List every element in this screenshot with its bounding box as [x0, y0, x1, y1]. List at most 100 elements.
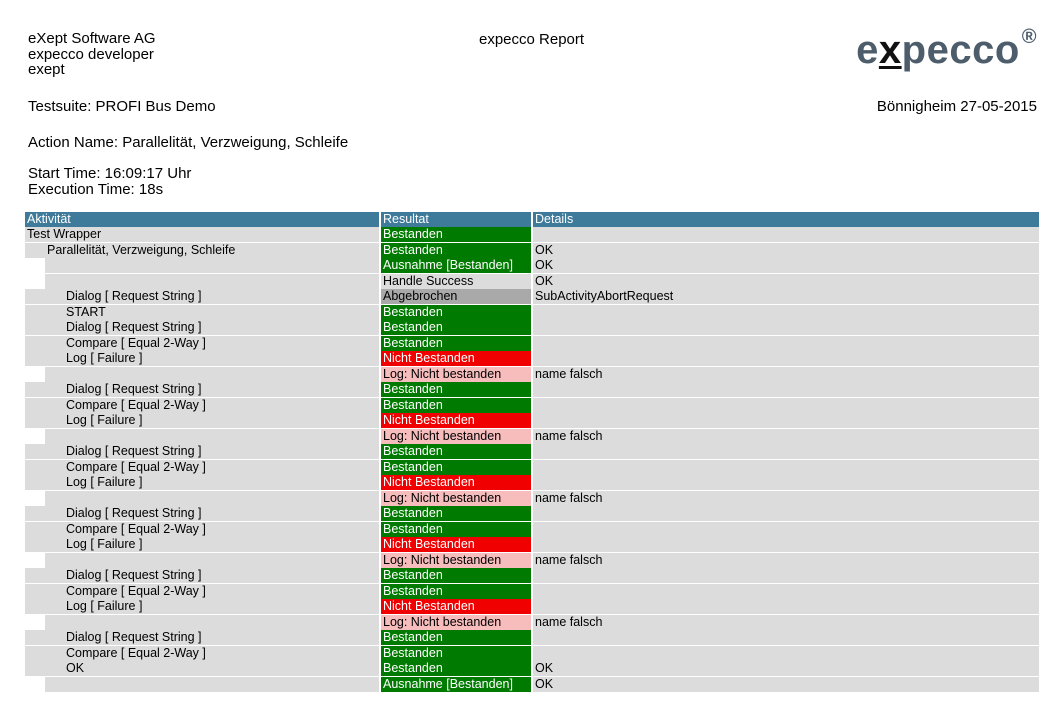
activity-cell	[45, 428, 379, 444]
result-cell: Bestanden	[381, 661, 531, 676]
table-row: Log [ Failure ] Nicht Bestanden	[25, 599, 1039, 615]
details-cell	[533, 568, 1039, 583]
details-cell	[533, 599, 1039, 614]
details-cell	[533, 335, 1039, 351]
details-cell	[533, 521, 1039, 537]
result-cell: Nicht Bestanden	[381, 475, 531, 490]
activity-cell: Log [ Failure ]	[25, 475, 379, 490]
logo-text-mark: x	[878, 28, 902, 72]
table-row: Dialog [ Request String ] Bestanden	[25, 568, 1039, 584]
result-cell: Nicht Bestanden	[381, 599, 531, 614]
activity-cell: Compare [ Equal 2-Way ]	[25, 583, 379, 599]
details-cell: OK	[533, 242, 1039, 258]
user-name: exept	[28, 61, 65, 78]
table-row: Parallelität, Verzweigung, Schleife Besta…	[25, 242, 1039, 259]
activity-cell: Log [ Failure ]	[25, 351, 379, 366]
result-cell: Bestanden	[381, 568, 531, 583]
activity-cell: Dialog [ Request String ]	[25, 506, 379, 521]
result-cell: Bestanden	[381, 630, 531, 645]
result-cell: Bestanden	[381, 335, 531, 351]
details-cell	[533, 583, 1039, 599]
result-cell: Bestanden	[381, 444, 531, 459]
details-cell: name falsch	[533, 490, 1039, 506]
table-row: Compare [ Equal 2-Way ] Bestanden	[25, 397, 1039, 414]
column-header-details: Details	[533, 212, 1039, 227]
result-cell: Bestanden	[381, 521, 531, 537]
activity-cell: Compare [ Equal 2-Way ]	[25, 521, 379, 537]
table-row: Log: Nicht bestanden name falsch	[25, 366, 1039, 383]
activity-cell: START	[25, 304, 379, 320]
activity-cell: Log [ Failure ]	[25, 599, 379, 614]
table-row: Ausnahme [Bestanden] OK	[25, 676, 1039, 693]
activity-cell	[45, 273, 379, 289]
details-cell: OK	[533, 661, 1039, 676]
details-cell: name falsch	[533, 552, 1039, 568]
results-table: Aktivität Resultat Details Test Wrapper B…	[25, 212, 1039, 692]
table-row: Ausnahme [Bestanden] OK	[25, 258, 1039, 274]
company-info: eXept Software AG expecco developer exep…	[28, 31, 156, 78]
activity-cell	[45, 490, 379, 506]
details-cell: OK	[533, 258, 1039, 273]
result-cell: Nicht Bestanden	[381, 413, 531, 428]
details-cell	[533, 227, 1039, 242]
table-row: Compare [ Equal 2-Way ] Bestanden	[25, 335, 1039, 352]
table-row: OK Bestanden OK	[25, 661, 1039, 677]
result-cell: Log: Nicht bestanden	[381, 490, 531, 506]
details-cell: name falsch	[533, 614, 1039, 630]
company-name: eXept Software AG	[28, 30, 156, 47]
activity-cell	[45, 676, 379, 692]
details-cell: OK	[533, 676, 1039, 692]
activity-cell: Dialog [ Request String ]	[25, 444, 379, 459]
activity-cell: Compare [ Equal 2-Way ]	[25, 335, 379, 351]
result-cell: Ausnahme [Bestanden]	[381, 258, 531, 273]
table-row: Log [ Failure ] Nicht Bestanden	[25, 537, 1039, 553]
activity-cell	[45, 258, 379, 273]
activity-cell: Dialog [ Request String ]	[25, 630, 379, 645]
table-row: Dialog [ Request String ] Bestanden	[25, 382, 1039, 398]
details-cell: OK	[533, 273, 1039, 289]
details-cell: name falsch	[533, 366, 1039, 382]
activity-cell	[45, 552, 379, 568]
column-header-activity: Aktivität	[25, 212, 379, 227]
registered-mark: ®	[1021, 26, 1037, 48]
activity-cell: Dialog [ Request String ]	[25, 382, 379, 397]
table-row: Dialog [ Request String ] Bestanden	[25, 444, 1039, 460]
table-row: Handle Success OK	[25, 273, 1039, 290]
result-cell: Handle Success	[381, 273, 531, 289]
activity-cell: Parallelität, Verzweigung, Schleife	[25, 242, 379, 258]
result-cell: Log: Nicht bestanden	[381, 552, 531, 568]
action-name: Action Name: Parallelität, Verzweigung, …	[28, 134, 349, 151]
result-cell: Bestanden	[381, 320, 531, 335]
time-info: Start Time: 16:09:17 Uhr Execution Time:…	[28, 166, 191, 197]
result-cell: Bestanden	[381, 382, 531, 397]
table-row: Compare [ Equal 2-Way ] Bestanden	[25, 583, 1039, 600]
place-date: Bönnigheim 27-05-2015	[876, 98, 1037, 115]
details-cell	[533, 351, 1039, 366]
activity-cell: Dialog [ Request String ]	[25, 289, 379, 304]
result-cell: Nicht Bestanden	[381, 351, 531, 366]
details-cell	[533, 382, 1039, 397]
activity-cell: Log [ Failure ]	[25, 413, 379, 428]
activity-cell: Compare [ Equal 2-Way ]	[25, 645, 379, 661]
column-header-result: Resultat	[381, 212, 531, 227]
table-header: Aktivität Resultat Details	[25, 212, 1039, 227]
result-cell: Ausnahme [Bestanden]	[381, 676, 531, 692]
details-cell	[533, 506, 1039, 521]
logo-text-pre: e	[856, 28, 879, 72]
table-row: Log [ Failure ] Nicht Bestanden	[25, 475, 1039, 491]
details-cell	[533, 630, 1039, 645]
result-cell: Nicht Bestanden	[381, 537, 531, 552]
result-cell: Log: Nicht bestanden	[381, 614, 531, 630]
table-row: Compare [ Equal 2-Way ] Bestanden	[25, 521, 1039, 538]
table-row: Dialog [ Request String ] Bestanden	[25, 630, 1039, 646]
report-title: expecco Report	[479, 31, 585, 48]
details-cell: SubActivityAbortRequest	[533, 289, 1039, 304]
table-row: Log: Nicht bestanden name falsch	[25, 490, 1039, 507]
table-row: Log: Nicht bestanden name falsch	[25, 614, 1039, 631]
execution-time: Execution Time: 18s	[28, 180, 164, 198]
result-cell: Bestanden	[381, 227, 531, 242]
table-row: Log [ Failure ] Nicht Bestanden	[25, 351, 1039, 367]
result-cell: Bestanden	[381, 242, 531, 258]
activity-cell: Dialog [ Request String ]	[25, 320, 379, 335]
start-time: Start Time: 16:09:17 Uhr	[28, 165, 192, 182]
